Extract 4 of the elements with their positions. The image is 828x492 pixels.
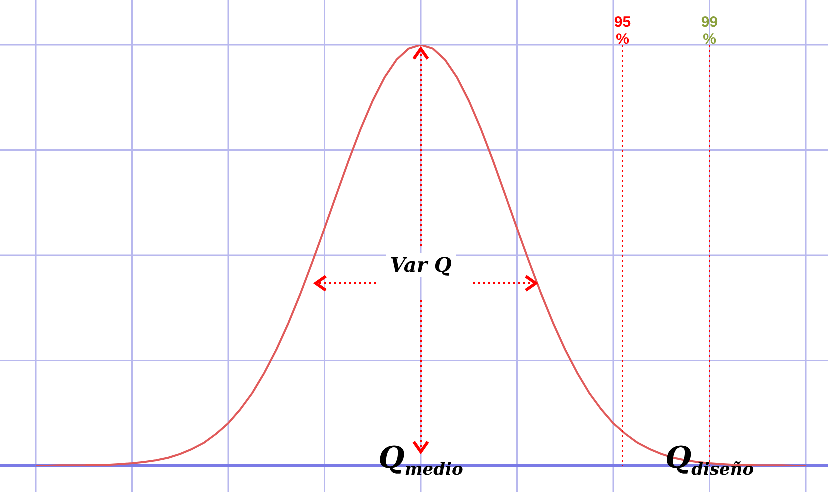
- annotation: Var Q: [386, 252, 456, 276]
- annotation: 99 %: [700, 14, 720, 48]
- annotation: 95 %: [613, 14, 632, 48]
- x-tick-label: Q$_{medio}$: [378, 441, 464, 482]
